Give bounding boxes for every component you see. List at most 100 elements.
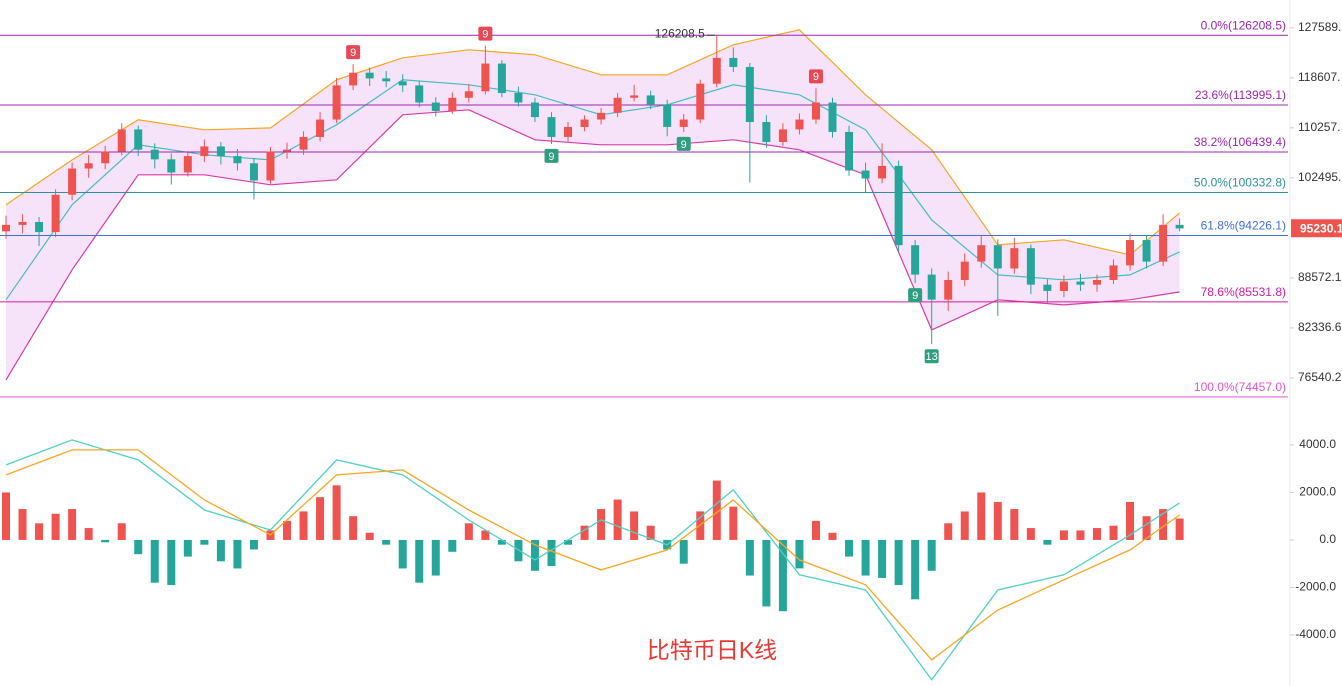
candle-body — [349, 72, 358, 86]
candle-body — [431, 102, 440, 111]
candle-body — [646, 95, 655, 105]
macd-hist-bar — [894, 539, 903, 586]
candle-body — [382, 78, 391, 82]
candle-body — [828, 102, 837, 132]
fib-label: 100.0%(74457.0) — [1194, 380, 1286, 394]
macd-hist-bar — [1126, 501, 1135, 540]
candle-body — [1059, 281, 1068, 291]
candle-body — [35, 221, 44, 233]
macd-hist-bar — [927, 539, 936, 571]
macd-y-tick-label: 0.0 — [1319, 532, 1336, 546]
macd-hist-bar — [845, 539, 854, 557]
candle-body — [2, 224, 10, 232]
candle-body — [762, 121, 771, 143]
candle-body — [580, 119, 589, 127]
macd-pane — [2, 439, 1184, 681]
candle-body — [18, 221, 27, 225]
macd-hist-bar — [828, 532, 837, 540]
macd-hist-bar — [878, 539, 887, 578]
td-mark-box — [676, 136, 691, 151]
candle-body — [150, 149, 159, 160]
y-tick-label: 127589. — [1298, 20, 1341, 34]
macd-hist-bar — [134, 539, 143, 555]
macd-hist-bar — [1010, 509, 1019, 540]
macd-hist-bar — [564, 539, 573, 545]
last-price-label: 95230.1 — [1300, 221, 1342, 235]
candle-body — [1109, 265, 1118, 280]
candle-body — [960, 261, 969, 280]
macd-hist-bar — [117, 523, 126, 540]
candle-body — [993, 245, 1002, 269]
macd-hist-bar — [580, 525, 589, 540]
macd-hist-bar — [762, 539, 771, 607]
td-mark: 9 — [350, 47, 356, 59]
candle-body — [51, 194, 60, 233]
candle-body — [332, 85, 341, 120]
candle-body — [101, 151, 110, 164]
macd-hist-bar — [233, 539, 242, 569]
y-tick-label: 88572.1 — [1298, 270, 1342, 284]
candle-body — [464, 91, 473, 98]
candle-body — [514, 93, 523, 103]
candle-body — [1092, 279, 1101, 285]
macd-hist-bar — [729, 506, 738, 540]
y-tick-label: 110257. — [1298, 120, 1341, 134]
td-mark-box — [346, 45, 361, 60]
macd-hist-bar — [216, 539, 225, 562]
macd-y-tick-label: -4000.0 — [1295, 627, 1336, 641]
macd-hist-bar — [1109, 525, 1118, 540]
td-mark: 9 — [912, 290, 918, 302]
macd-hist-bar — [795, 539, 804, 569]
td-mark: 13 — [926, 351, 938, 363]
macd-y-tick-label: 2000.0 — [1299, 485, 1336, 499]
macd-hist-bar — [1092, 528, 1101, 540]
candle-body — [316, 119, 325, 137]
macd-hist-bar — [679, 539, 688, 564]
macd-hist-bar — [497, 539, 506, 545]
macd-hist-bar — [316, 497, 325, 540]
macd-hist-bar — [977, 492, 986, 540]
candle-body — [1010, 248, 1019, 269]
macd-y-tick-label: 4000.0 — [1299, 437, 1336, 451]
macd-hist-bar — [960, 511, 969, 540]
y-tick-label: 102495. — [1298, 170, 1341, 184]
fib-label: 38.2%(106439.4) — [1194, 135, 1286, 149]
candle-body — [811, 102, 820, 120]
fib-levels: 0.0%(126208.5) 23.6%(113995.1) 38.2%(10643… — [0, 18, 1288, 398]
candle-body — [266, 151, 275, 181]
candle-body — [134, 129, 143, 150]
chart-title: 比特币日K线 — [647, 637, 777, 663]
macd-hist-bar — [431, 539, 440, 576]
candle-body — [547, 117, 556, 137]
candle-body — [977, 245, 986, 262]
macd-hist-bar — [911, 539, 920, 600]
candle-body — [1126, 240, 1135, 266]
candle-body — [183, 156, 192, 173]
candle-body — [84, 163, 93, 169]
macd-hist-bar — [150, 539, 159, 583]
td-mark-box — [478, 26, 493, 41]
candle-body — [415, 85, 424, 103]
y-tick-label: 118607. — [1298, 70, 1341, 84]
macd-hist-bar — [349, 516, 358, 540]
macd-hist-bar — [811, 520, 820, 540]
last-price-box — [1291, 219, 1342, 238]
candle-body — [878, 165, 887, 179]
fib-label: 23.6%(113995.1) — [1195, 88, 1286, 102]
candle-body — [497, 63, 506, 94]
candle-body — [117, 129, 126, 152]
candle-body — [398, 81, 407, 86]
candle-body — [448, 97, 457, 111]
candle-body — [911, 245, 920, 275]
macd-hist-bar — [1159, 509, 1168, 540]
macd-hist-bar — [35, 523, 44, 540]
candle-body — [233, 156, 242, 164]
candle-body — [613, 97, 622, 113]
macd-hist-bar — [778, 539, 787, 612]
macd-hist-bar — [1142, 516, 1151, 540]
candle-body — [679, 119, 688, 127]
candle-body — [795, 119, 804, 130]
macd-hist-bar — [382, 539, 391, 545]
macd-hist-bar — [1026, 528, 1035, 540]
